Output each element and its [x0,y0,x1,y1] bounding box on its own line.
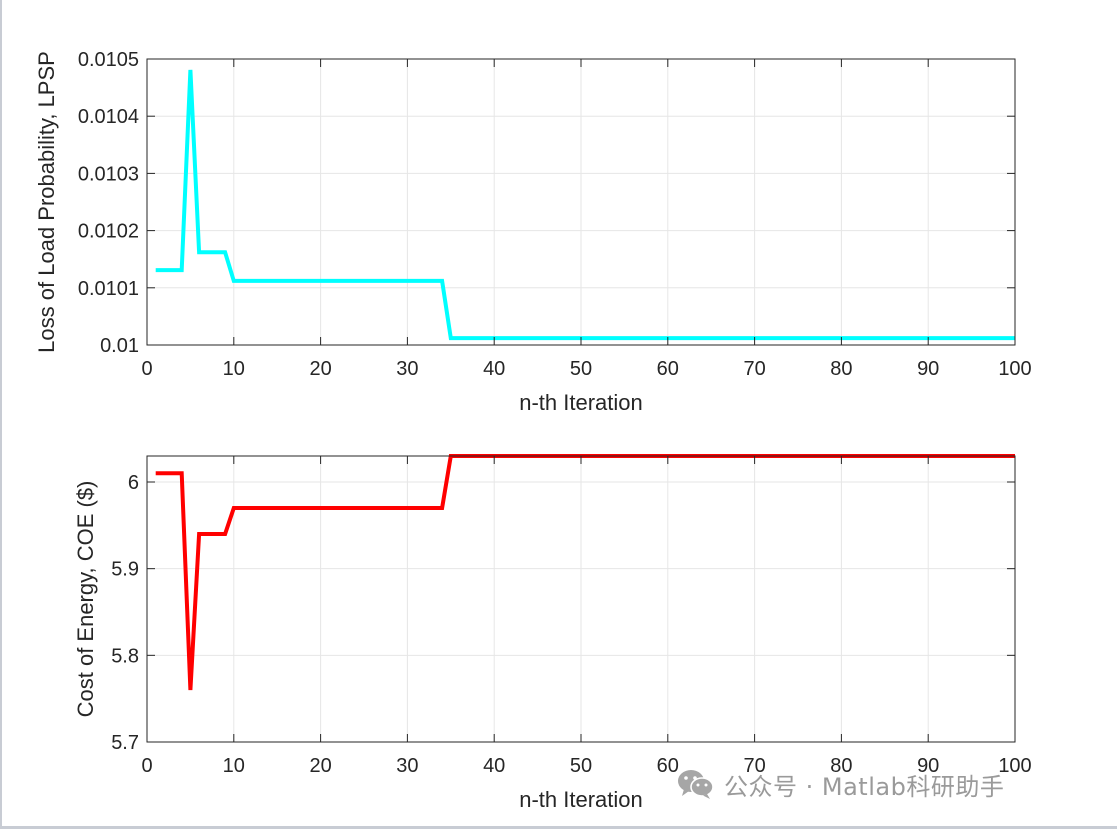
y-tick-label: 0.0104 [78,106,139,128]
series-line-1 [155,454,1015,691]
y-tick-label: 5.9 [111,559,139,581]
x-tick-label: 30 [396,358,418,380]
x-tick-label: 50 [570,755,592,777]
x-axis-label: n-th Iteration [519,787,643,812]
x-tick-label: 60 [657,358,679,380]
x-tick-label: 80 [830,755,852,777]
chart-2: 0 10 20 30 40 50 60 70 80 90 100 5.7 5.8 5.9 6 n-th Ite… [73,454,1032,812]
x-tick-label: 20 [309,358,331,380]
x-tick-label: 100 [998,755,1031,777]
watermark-text: 公众号 · Matlab科研助手 [724,772,1005,801]
y-tick-label: 6 [128,472,139,494]
wechat-icon [678,770,714,799]
x-tick-label: 90 [917,358,939,380]
series-line-1 [155,69,1015,341]
x-tick-label: 70 [743,358,765,380]
watermark: 公众号 · Matlab科研助手 [676,762,1004,806]
chart-1: 0 10 20 30 40 50 60 70 80 90 100 0.01 0.0101 0.0102 0.… [34,49,1032,415]
x-tick-label: 90 [917,755,939,777]
y-tick-label: 0.0102 [78,221,139,243]
x-tick-label: 40 [483,755,505,777]
x-axis-label: n-th Iteration [519,390,643,415]
x-tick-label: 20 [309,755,331,777]
x-tick-label: 30 [396,755,418,777]
y-tick-label: 0.01 [100,335,139,357]
x-tick-label: 10 [223,358,245,380]
x-tick-label: 60 [657,755,679,777]
y-tick-label: 0.0105 [78,49,139,71]
y-axis-label: Loss of Load Probability, LPSP [34,51,59,353]
x-tick-label: 40 [483,358,505,380]
y-tick-label: 0.0103 [78,163,139,185]
y-tick-label: 0.0101 [78,278,139,300]
x-tick-label: 0 [141,358,152,380]
y-tick-label: 5.8 [111,645,139,667]
x-tick-label: 100 [998,358,1031,380]
x-tick-label: 0 [141,755,152,777]
x-tick-label: 10 [223,755,245,777]
x-tick-label: 50 [570,358,592,380]
x-tick-label: 80 [830,358,852,380]
y-tick-label: 5.7 [111,732,139,754]
window-edge-bottom [0,826,1117,829]
y-axis-label: Cost of Energy, COE ($) [73,481,98,718]
window-edge-left [0,0,2,829]
x-tick-label: 70 [743,755,765,777]
